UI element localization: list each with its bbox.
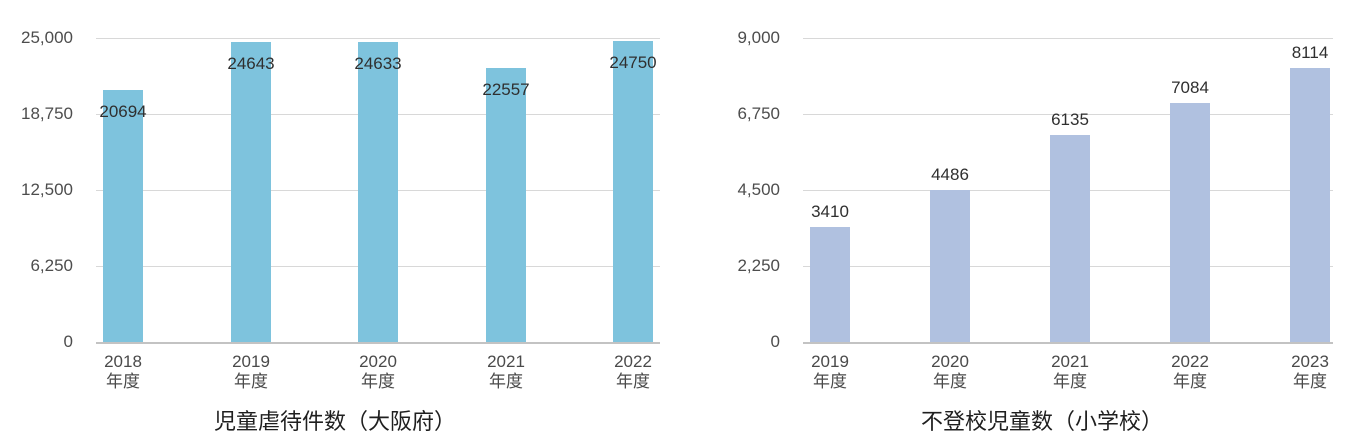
y-axis-tick-label: 4,500 [737, 180, 780, 199]
bar [358, 42, 398, 342]
category-suffix: 年度 [234, 372, 268, 391]
bar [810, 227, 850, 342]
y-axis-tick-label: 0 [63, 332, 73, 351]
category-suffix: 年度 [616, 372, 650, 391]
gridline [803, 38, 1333, 39]
bar-value-label: 20694 [99, 102, 147, 121]
x-axis-category-label: 2018 年度 [75, 352, 171, 392]
category-year: 2019 [232, 352, 270, 371]
bar-value-label: 24643 [227, 54, 275, 73]
y-axis-tick-label: 2,250 [737, 256, 780, 275]
x-axis-category-label: 2020 年度 [902, 352, 998, 392]
bar-value-label: 6135 [1051, 110, 1089, 129]
category-suffix: 年度 [106, 372, 140, 391]
category-suffix: 年度 [933, 372, 967, 391]
chart-title: 児童虐待件数（大阪府） [213, 409, 457, 434]
x-axis-category-label: 2022 年度 [585, 352, 681, 392]
x-axis-category-label: 2023 年度 [1262, 352, 1358, 392]
bar [231, 42, 271, 342]
bar-value-label: 3410 [811, 202, 849, 221]
x-axis-category-label: 2019 年度 [782, 352, 878, 392]
x-axis-category-label: 2020 年度 [330, 352, 426, 392]
x-axis-line [803, 342, 1333, 344]
category-year: 2019 [811, 352, 849, 371]
bar [930, 190, 970, 342]
bar-value-label: 4486 [931, 165, 969, 184]
bar-value-label: 24633 [354, 54, 402, 73]
gridline [803, 114, 1333, 115]
category-suffix: 年度 [813, 372, 847, 391]
chart-title: 不登校児童数（小学校） [920, 409, 1164, 434]
bar-value-label: 7084 [1171, 78, 1209, 97]
y-axis-tick-label: 9,000 [737, 28, 780, 47]
category-suffix: 年度 [489, 372, 523, 391]
category-year: 2021 [487, 352, 525, 371]
x-axis-category-label: 2022 年度 [1142, 352, 1238, 392]
bar [1290, 68, 1330, 342]
bar-value-label: 24750 [609, 53, 657, 72]
y-axis-tick-label: 6,250 [30, 256, 73, 275]
category-year: 2020 [359, 352, 397, 371]
category-year: 2023 [1291, 352, 1329, 371]
category-suffix: 年度 [1053, 372, 1087, 391]
y-axis-tick-label: 0 [770, 332, 780, 351]
x-axis-line [96, 342, 660, 344]
x-axis-category-label: 2019 年度 [203, 352, 299, 392]
category-suffix: 年度 [1173, 372, 1207, 391]
bar [1170, 103, 1210, 342]
category-year: 2022 [1171, 352, 1209, 371]
bar-value-label: 8114 [1291, 43, 1329, 62]
y-axis-tick-label: 25,000 [21, 28, 73, 47]
category-suffix: 年度 [361, 372, 395, 391]
category-year: 2022 [614, 352, 652, 371]
bar [103, 90, 143, 342]
bar [613, 41, 653, 342]
category-year: 2018 [104, 352, 142, 371]
y-axis-tick-label: 6,750 [737, 104, 780, 123]
y-axis-tick-label: 12,500 [21, 180, 73, 199]
gridline [96, 38, 660, 39]
x-axis-category-label: 2021 年度 [1022, 352, 1118, 392]
category-suffix: 年度 [1293, 372, 1327, 391]
bar [486, 68, 526, 342]
y-axis-tick-label: 18,750 [21, 104, 73, 123]
x-axis-category-label: 2021 年度 [458, 352, 554, 392]
category-year: 2020 [931, 352, 969, 371]
bar [1050, 135, 1090, 342]
category-year: 2021 [1051, 352, 1089, 371]
bar-value-label: 22557 [482, 80, 530, 99]
